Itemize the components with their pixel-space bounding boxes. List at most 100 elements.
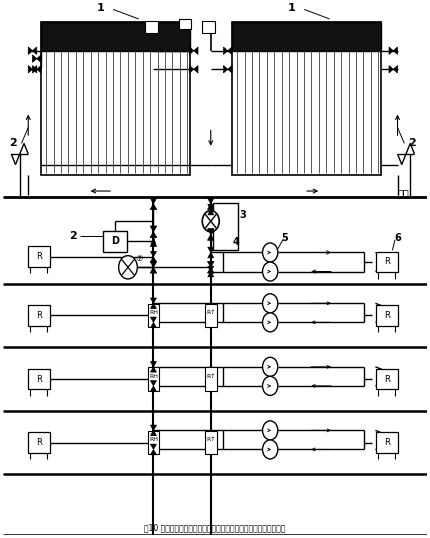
Polygon shape	[150, 204, 157, 210]
Polygon shape	[208, 235, 214, 240]
Circle shape	[263, 440, 278, 459]
Polygon shape	[393, 66, 397, 73]
Polygon shape	[208, 252, 214, 258]
Polygon shape	[33, 66, 37, 73]
Polygon shape	[33, 55, 37, 62]
Polygon shape	[28, 47, 33, 54]
Polygon shape	[150, 198, 157, 204]
Bar	[232, 22, 381, 51]
Polygon shape	[393, 47, 397, 54]
Circle shape	[263, 243, 278, 262]
Bar	[205, 303, 217, 328]
Bar	[28, 246, 50, 267]
Polygon shape	[208, 198, 214, 204]
Circle shape	[202, 211, 219, 232]
Bar	[376, 252, 398, 272]
Bar	[147, 303, 160, 328]
Circle shape	[263, 377, 278, 395]
Text: R↑: R↑	[206, 374, 215, 379]
Text: 2: 2	[69, 231, 77, 241]
Polygon shape	[208, 247, 214, 252]
Text: R↑: R↑	[206, 437, 215, 442]
Circle shape	[263, 294, 278, 313]
Polygon shape	[190, 47, 194, 54]
Text: R: R	[384, 374, 390, 384]
Text: RH: RH	[149, 374, 158, 379]
Bar	[28, 369, 50, 390]
Polygon shape	[224, 66, 228, 73]
Polygon shape	[150, 226, 157, 232]
Bar	[202, 21, 215, 33]
Bar	[103, 231, 127, 252]
Polygon shape	[150, 317, 157, 322]
Text: 1: 1	[96, 3, 104, 13]
Polygon shape	[150, 303, 157, 309]
Text: R: R	[384, 438, 390, 447]
Bar	[376, 369, 398, 390]
Polygon shape	[150, 257, 157, 262]
Text: 6: 6	[394, 233, 401, 243]
Text: D: D	[111, 236, 119, 246]
Text: 屋顶: 屋顶	[397, 188, 409, 198]
Polygon shape	[150, 267, 157, 273]
Polygon shape	[228, 47, 232, 54]
Text: R: R	[384, 258, 390, 266]
Polygon shape	[228, 66, 232, 73]
Bar	[232, 22, 381, 175]
Text: 2: 2	[408, 138, 416, 148]
Polygon shape	[194, 47, 198, 54]
Polygon shape	[224, 47, 228, 54]
Polygon shape	[33, 47, 37, 54]
Polygon shape	[194, 66, 198, 73]
Polygon shape	[150, 298, 157, 303]
Text: R: R	[384, 311, 390, 320]
Bar	[213, 203, 238, 250]
Polygon shape	[389, 66, 393, 73]
Text: R: R	[36, 438, 42, 447]
Bar	[179, 19, 191, 30]
Polygon shape	[37, 55, 41, 62]
Polygon shape	[208, 267, 214, 273]
Bar	[205, 430, 217, 455]
Polygon shape	[150, 367, 157, 372]
Circle shape	[263, 262, 278, 281]
Text: R: R	[36, 374, 42, 384]
Bar	[205, 367, 217, 391]
Text: R: R	[36, 252, 42, 261]
Text: R: R	[36, 311, 42, 320]
Polygon shape	[208, 204, 214, 210]
Bar	[144, 21, 158, 33]
Text: R↑: R↑	[206, 310, 215, 315]
Polygon shape	[150, 425, 157, 430]
Circle shape	[119, 256, 137, 279]
Polygon shape	[37, 66, 41, 73]
Text: 3: 3	[239, 210, 246, 220]
Polygon shape	[208, 204, 214, 210]
Polygon shape	[150, 251, 157, 257]
Polygon shape	[150, 386, 157, 391]
Polygon shape	[150, 449, 157, 455]
Polygon shape	[33, 66, 37, 73]
Polygon shape	[208, 266, 214, 272]
Polygon shape	[150, 232, 157, 238]
Polygon shape	[150, 430, 157, 436]
Polygon shape	[208, 210, 214, 215]
Text: 2: 2	[9, 138, 17, 148]
Polygon shape	[208, 261, 214, 267]
Text: ⑦: ⑦	[135, 254, 143, 263]
Polygon shape	[28, 66, 33, 73]
Polygon shape	[190, 66, 194, 73]
Circle shape	[263, 313, 278, 332]
Bar	[376, 432, 398, 453]
Circle shape	[263, 357, 278, 377]
Bar	[28, 305, 50, 326]
Text: 5: 5	[282, 233, 289, 243]
Text: RH: RH	[149, 310, 158, 315]
Polygon shape	[208, 229, 214, 235]
Polygon shape	[150, 236, 157, 246]
Polygon shape	[389, 47, 393, 54]
Bar	[376, 305, 398, 326]
Polygon shape	[150, 444, 157, 449]
Bar	[147, 367, 160, 391]
Text: 图10 带干管和立管循环的集中集热分散供热太阳能热水系统示意图: 图10 带干管和立管循环的集中集热分散供热太阳能热水系统示意图	[144, 523, 286, 533]
